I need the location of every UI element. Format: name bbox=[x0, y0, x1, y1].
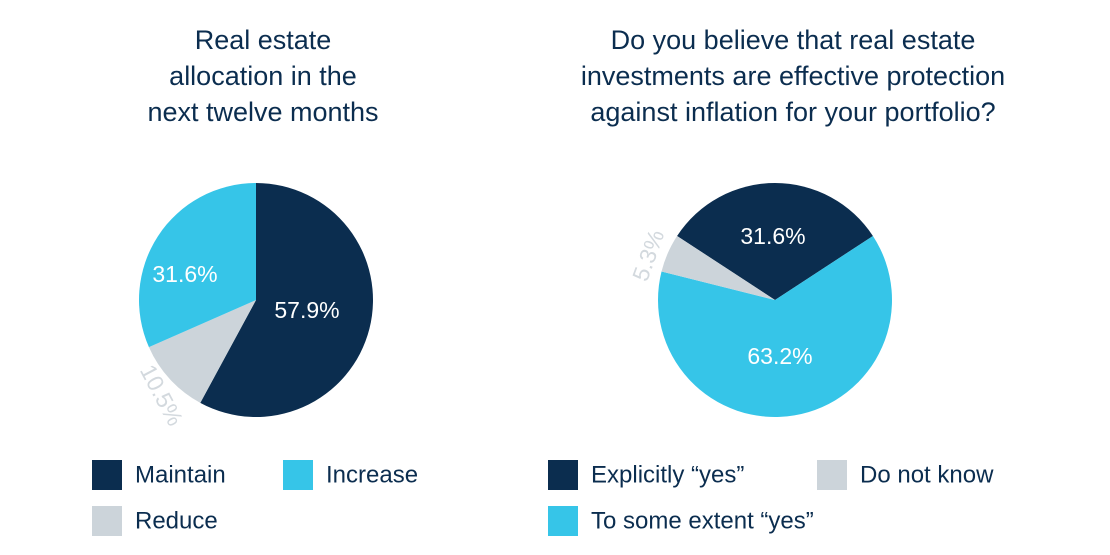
legend-label: Increase bbox=[326, 461, 418, 488]
legend-label: To some extent “yes” bbox=[591, 507, 814, 534]
chart-title: Real estate bbox=[195, 25, 332, 55]
data-label: 31.6% bbox=[740, 223, 805, 249]
legend-label: Explicitly “yes” bbox=[591, 461, 744, 488]
legend-swatch bbox=[548, 506, 578, 536]
chart-title: against inflation for your portfolio? bbox=[590, 97, 995, 127]
data-label: 63.2% bbox=[747, 343, 812, 369]
pie-slice bbox=[139, 183, 256, 348]
data-label: 57.9% bbox=[274, 297, 339, 323]
data-label: 31.6% bbox=[152, 261, 217, 287]
chart-title: Do you believe that real estate bbox=[611, 25, 976, 55]
legend-swatch bbox=[817, 460, 847, 490]
pie-slice bbox=[148, 300, 256, 403]
legend-swatch bbox=[283, 460, 313, 490]
pie-slice bbox=[677, 183, 873, 300]
pie-slice bbox=[200, 183, 373, 417]
legend-swatch bbox=[548, 460, 578, 490]
legend-swatch bbox=[92, 506, 122, 536]
pie-slice bbox=[661, 235, 775, 300]
legend-label: Do not know bbox=[860, 461, 994, 488]
legend-label: Maintain bbox=[135, 461, 226, 488]
legend-swatch bbox=[92, 460, 122, 490]
chart-title: allocation in the bbox=[169, 61, 357, 91]
chart-title: investments are effective protection bbox=[581, 61, 1005, 91]
chart-title: next twelve months bbox=[147, 97, 378, 127]
pie-slice bbox=[658, 235, 893, 418]
legend-label: Reduce bbox=[135, 507, 218, 534]
